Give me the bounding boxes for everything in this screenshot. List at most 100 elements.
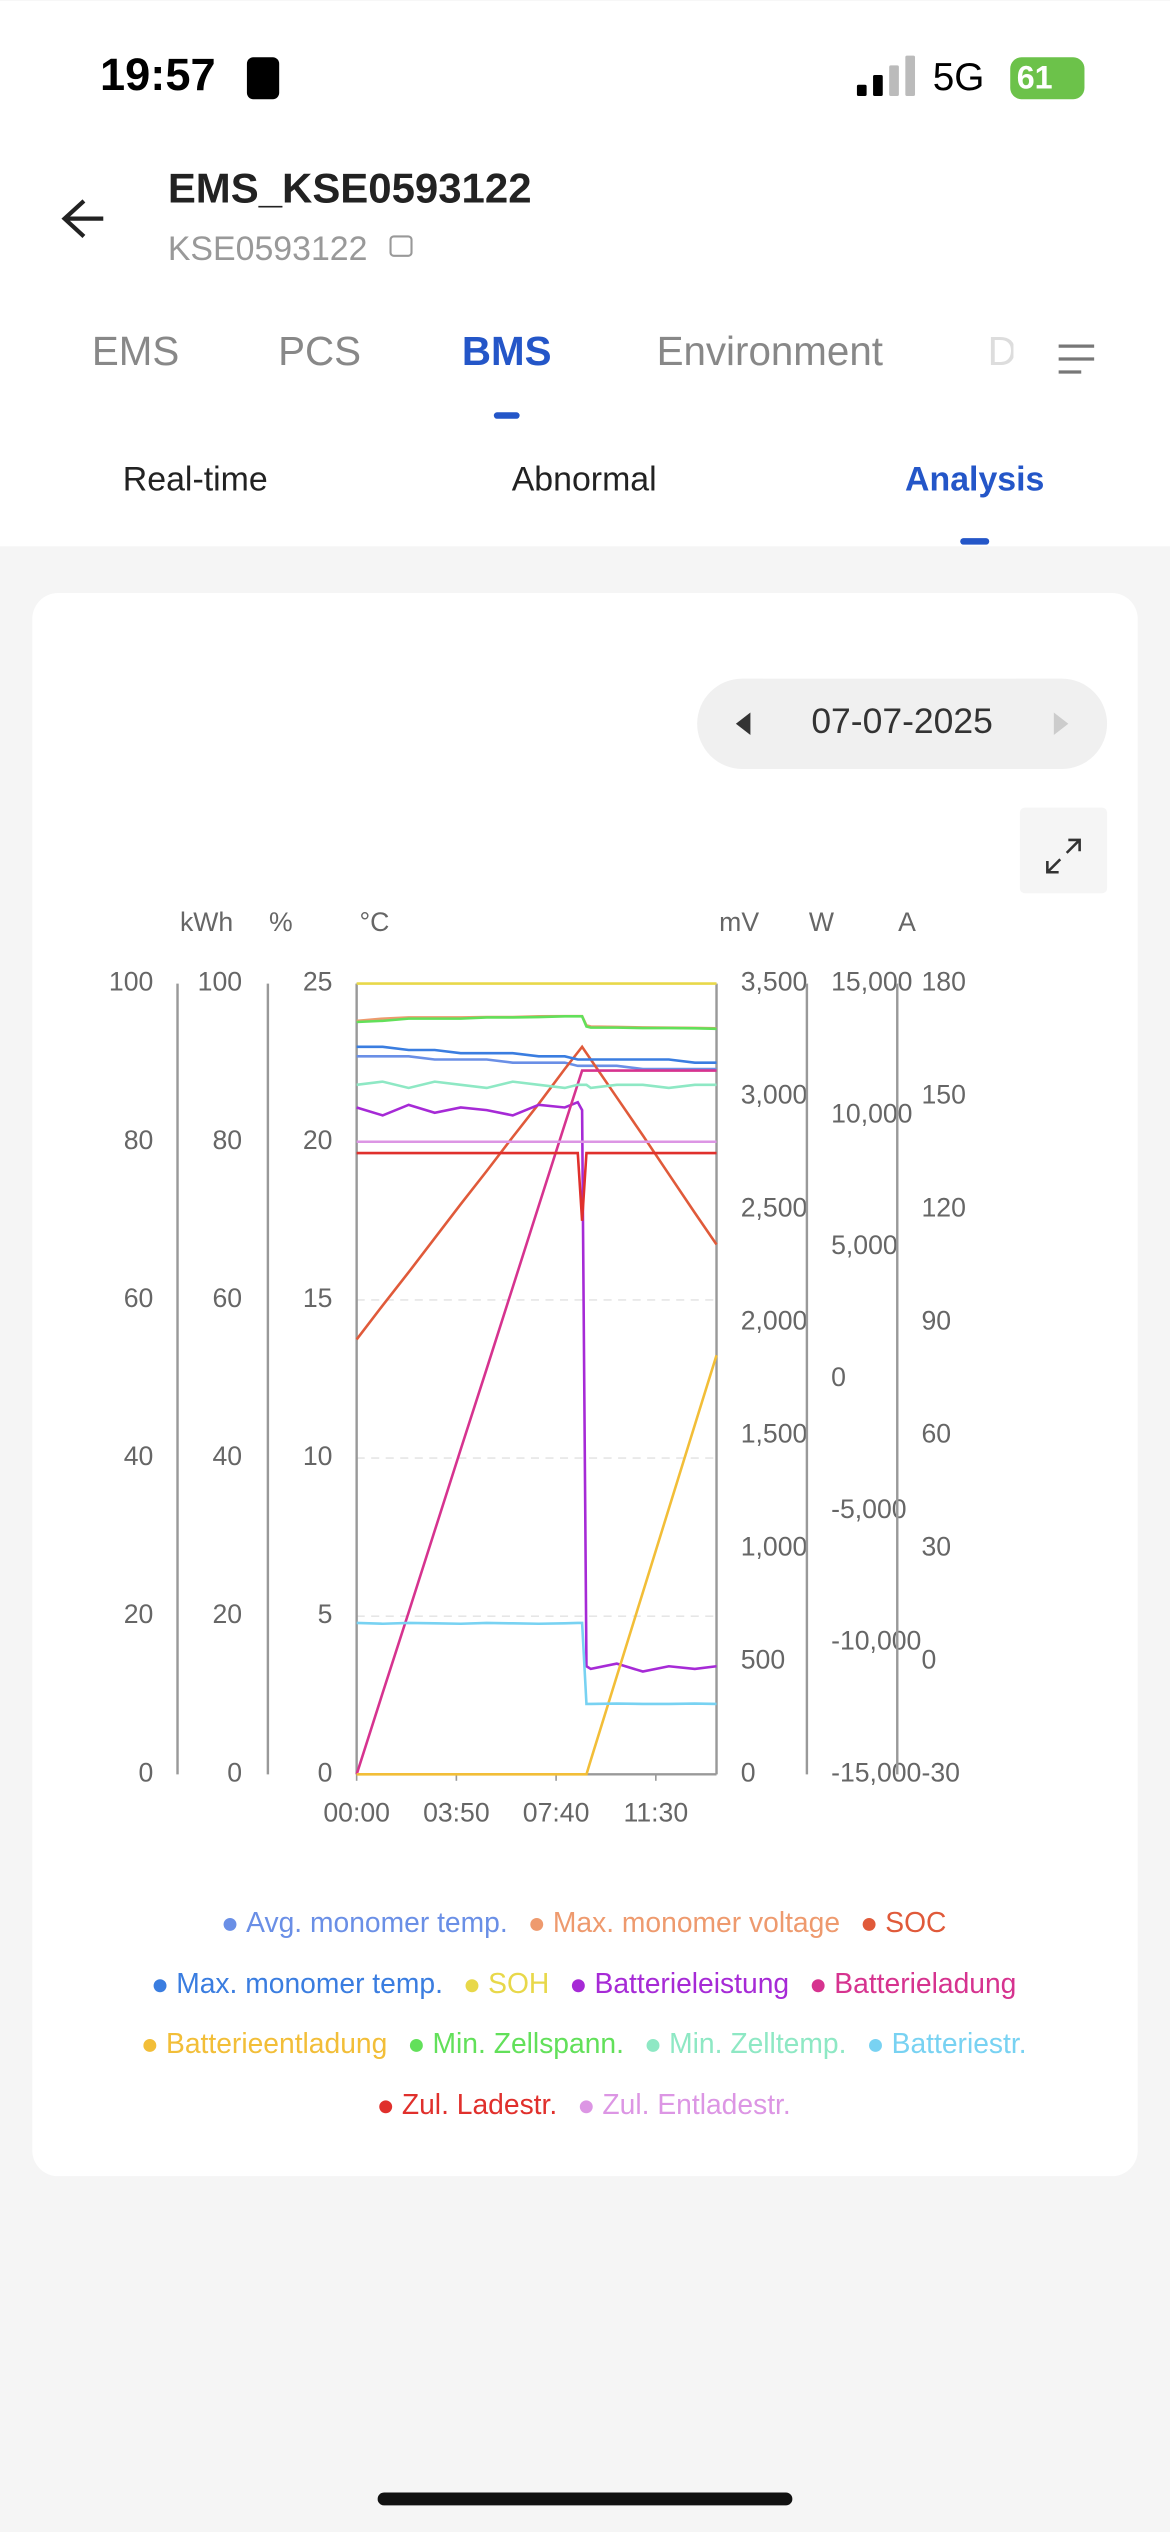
series-line: [356, 1354, 718, 1776]
y-tick-label: 100: [198, 967, 242, 997]
y-tick-label: 5: [318, 1599, 333, 1629]
x-tick-label: 03:50: [423, 1798, 490, 1828]
y-tick-label: 0: [227, 1757, 242, 1787]
y-tick-label: 40: [212, 1441, 242, 1471]
legend-label: SOC: [885, 1906, 946, 1938]
y-tick-label: 20: [303, 1125, 333, 1155]
legend-label: Avg. monomer temp.: [246, 1906, 508, 1938]
y-tick-label: 1,500: [741, 1418, 808, 1448]
series-line: [356, 1045, 717, 1064]
axis-unit: kWh: [180, 907, 233, 937]
sub-tab-indicator: [960, 538, 990, 545]
date-picker[interactable]: [697, 678, 1108, 769]
home-indicator: [377, 2492, 793, 2506]
axis-unit: A: [898, 907, 916, 937]
series-line: [356, 1151, 717, 1221]
y-tick-label: 60: [921, 1418, 951, 1448]
y-tick-label: 10: [303, 1441, 333, 1471]
y-tick-label: 3,000: [741, 1080, 808, 1110]
y-tick-label: 3,500: [741, 967, 808, 997]
menu-button[interactable]: [1058, 344, 1095, 374]
y-tick-label: 0: [741, 1757, 756, 1787]
back-button[interactable]: [61, 199, 104, 238]
legend-marker: [465, 1979, 479, 1993]
y-tick-label: 2,500: [741, 1193, 808, 1223]
tab-indicator: [493, 412, 520, 419]
y-tick-label: 0: [138, 1757, 153, 1787]
signal-bar: [856, 84, 867, 96]
legend-label: Batteriestr.: [892, 2027, 1027, 2059]
device-subtitle: KSE0593122: [168, 230, 368, 268]
legend-marker: [379, 2100, 393, 2114]
x-tick-label: 11:30: [624, 1798, 689, 1828]
legend-label: Zul. Ladestr.: [402, 2088, 557, 2120]
x-tick-label: 07:40: [523, 1798, 590, 1828]
legend-label: Zul. Entladestr.: [602, 2088, 790, 2120]
clock: 19:57: [100, 49, 216, 100]
axis-unit: W: [809, 907, 835, 937]
y-tick-label: 80: [124, 1125, 154, 1155]
tab-active[interactable]: BMS: [462, 328, 552, 374]
y-tick-label: 0: [318, 1757, 333, 1787]
series-line: [356, 1080, 717, 1090]
battery-level: 61: [1017, 59, 1053, 95]
y-tick-label: -5,000: [831, 1494, 906, 1524]
date: 07-07-2025: [811, 701, 993, 741]
sub-tab[interactable]: Real-time: [123, 461, 268, 499]
legend-marker: [223, 1917, 237, 1931]
battery: [1010, 57, 1085, 100]
fullscreen-button[interactable]: [1019, 807, 1108, 894]
legend-marker: [143, 2039, 157, 2052]
y-tick-label: 15,000: [831, 967, 912, 997]
signal-bar: [873, 75, 883, 96]
y-tick-label: 20: [124, 1599, 154, 1629]
y-tick-label: 2,000: [741, 1306, 808, 1336]
legend-label: Batterieentladung: [166, 2027, 387, 2059]
prev-day[interactable]: [735, 712, 751, 736]
id-icon: [246, 57, 280, 100]
legend-marker: [409, 2039, 423, 2052]
tab[interactable]: PCS: [278, 328, 361, 374]
tab[interactable]: Environment: [657, 328, 883, 374]
y-tick-label: 100: [109, 967, 153, 997]
y-tick-label: 0: [831, 1362, 846, 1392]
y-tick-label: 90: [921, 1306, 951, 1336]
y-tick-label: 120: [921, 1193, 965, 1223]
y-tick-label: 1,000: [741, 1531, 808, 1561]
tab-fade: [1013, 307, 1170, 398]
y-tick-label: 15: [303, 1283, 333, 1313]
y-tick-label: 80: [212, 1125, 242, 1155]
legend-label: Min. Zelltemp.: [669, 2027, 846, 2059]
device-title: EMS_KSE0593122: [168, 164, 532, 211]
tab[interactable]: EMS: [92, 328, 179, 374]
next-day[interactable]: [1053, 712, 1069, 736]
series-line: [356, 1621, 717, 1706]
y-tick-label: 60: [212, 1283, 242, 1313]
legend-marker: [862, 1917, 876, 1931]
legend-marker: [646, 2039, 660, 2052]
axis-unit: %: [269, 907, 293, 937]
legend-marker: [811, 1979, 825, 1993]
signal-bar: [905, 55, 916, 96]
x-tick-label: 00:00: [323, 1798, 390, 1828]
y-tick-label: 30: [921, 1531, 951, 1561]
y-tick-label: 500: [741, 1644, 785, 1674]
y-tick-label: 60: [124, 1283, 154, 1313]
copy-icon[interactable]: [389, 235, 413, 257]
y-tick-label: 150: [921, 1080, 965, 1110]
tab[interactable]: D: [988, 328, 1017, 374]
legend-marker: [571, 1979, 585, 1993]
y-tick-label: -10,000: [831, 1626, 921, 1656]
expand-icon: [1046, 838, 1081, 874]
y-tick-label: 5,000: [831, 1230, 898, 1260]
y-tick-label: 40: [124, 1441, 154, 1471]
network: 5G: [933, 56, 985, 99]
y-tick-label: 25: [303, 967, 333, 997]
sub-tab-active[interactable]: Analysis: [905, 461, 1044, 499]
signal-bar: [889, 65, 899, 96]
legend-marker: [869, 2039, 882, 2052]
legend: Avg. monomer temp. Max. monomer voltage SO…: [143, 1906, 1027, 2120]
sub-tab[interactable]: Abnormal: [512, 461, 657, 499]
